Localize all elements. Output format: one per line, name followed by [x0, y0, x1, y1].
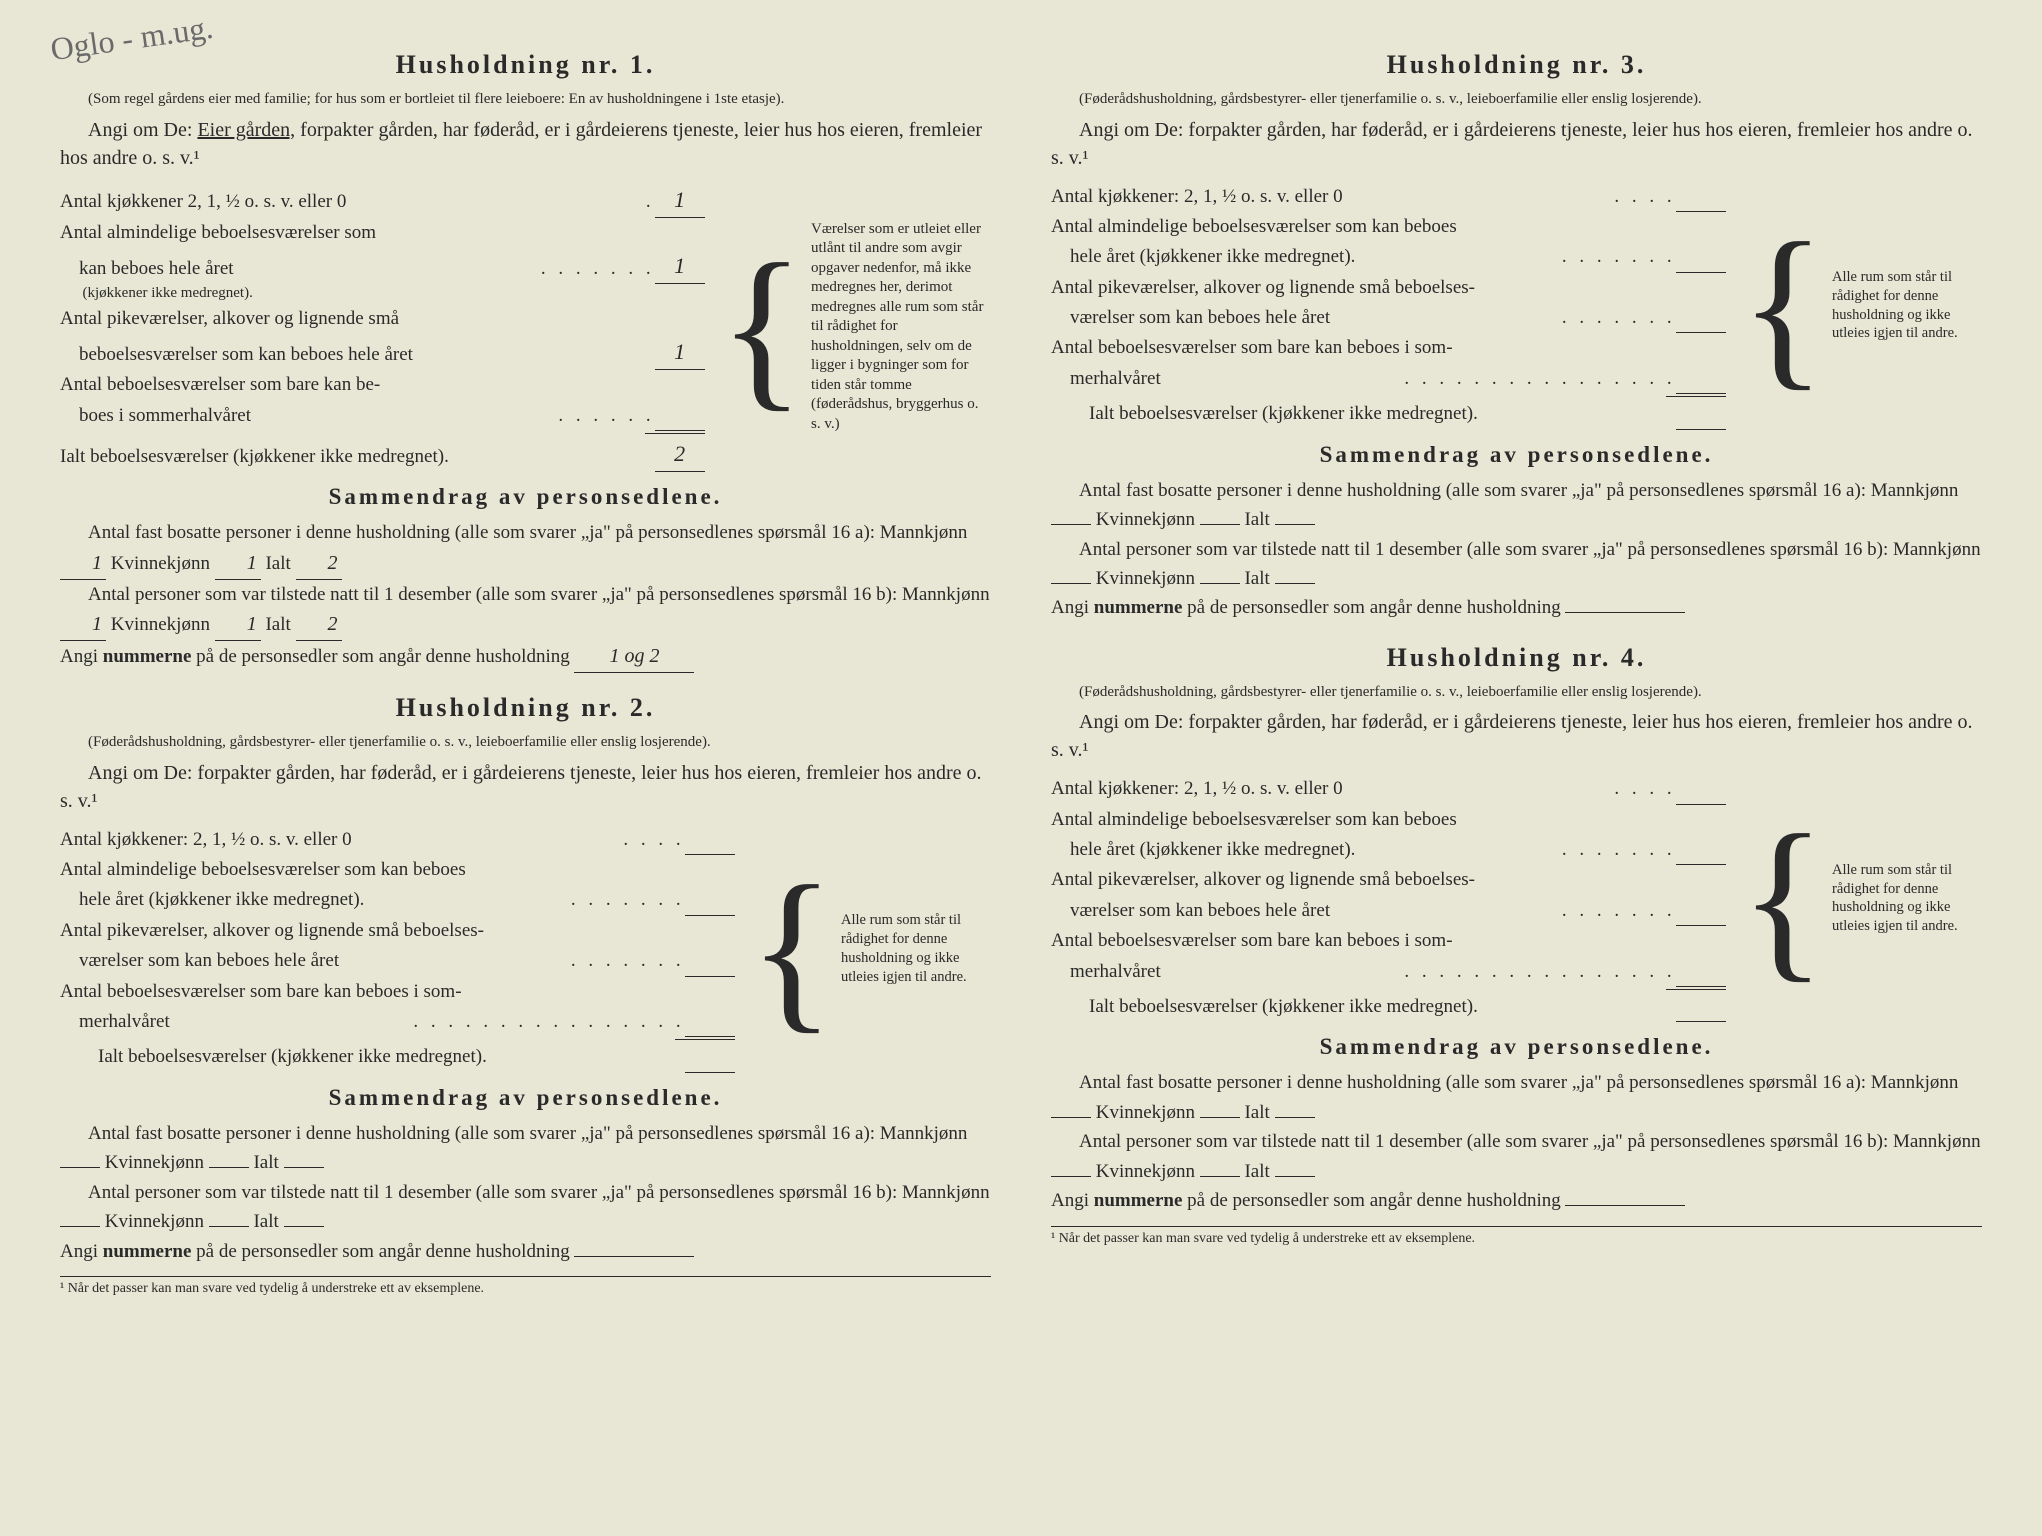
hh3-summary-title: Sammendrag av personsedlene. [1051, 442, 1982, 468]
hh2-angi: Angi om De: forpakter gården, har føderå… [60, 759, 991, 815]
hh1-total-rooms: 2 [655, 436, 705, 472]
hh2-summary-3: Angi nummerne på de personsedler som ang… [60, 1237, 991, 1266]
hh2-summary-1: Antal fast bosatte personer i denne hush… [60, 1119, 991, 1178]
hh1-sidenote: Værelser som er utleiet eller utlånt til… [811, 220, 991, 435]
hh2-summary-2: Antal personer som var tilstede natt til… [60, 1178, 991, 1237]
hh1-kitchens: 1 [655, 182, 705, 218]
hh2-sidenote: Alle rum som står til rådighet for denne… [841, 911, 991, 986]
hh3-rows: Antal kjøkkener: 2, 1, ½ o. s. v. eller … [1051, 182, 1982, 430]
hh1-summary-2: Antal personer som var tilstede natt til… [60, 580, 991, 641]
hh4-sidenote: Alle rum som står til rådighet for denne… [1832, 861, 1982, 936]
hh4-summary-2: Antal personer som var tilstede natt til… [1051, 1127, 1982, 1186]
hh1-angi: Angi om De: Eier gården, forpakter gårde… [60, 116, 991, 172]
hh1-summer-rooms [655, 430, 705, 431]
hh1-subtext: (Som regel gårdens eier med familie; for… [60, 90, 991, 110]
hh2-rows: Antal kjøkkener: 2, 1, ½ o. s. v. eller … [60, 825, 991, 1073]
household-3: Husholdning nr. 3. (Føderådshusholdning,… [1051, 50, 1982, 623]
hh3-sidenote: Alle rum som står til rådighet for denne… [1832, 268, 1982, 343]
hh4-summary-title: Sammendrag av personsedlene. [1051, 1034, 1982, 1060]
hh4-summary-1: Antal fast bosatte personer i denne hush… [1051, 1068, 1982, 1127]
hh1-summary-1: Antal fast bosatte personer i denne hush… [60, 518, 991, 579]
hh1-summary-3: Angi nummerne på de personsedler som ang… [60, 641, 991, 673]
hh2-subtext: (Føderådshusholdning, gårdsbestyrer- ell… [60, 733, 991, 753]
left-page: Husholdning nr. 1. (Som regel gårdens ei… [60, 50, 991, 1486]
household-4: Husholdning nr. 4. (Føderådshusholdning,… [1051, 643, 1982, 1247]
hh3-summary-1: Antal fast bosatte personer i denne hush… [1051, 476, 1982, 535]
hh1-rows: Antal kjøkkener 2, 1, ½ o. s. v. eller 0… [60, 182, 991, 473]
brace-icon: { [749, 825, 835, 1073]
hh3-summary-2: Antal personer som var tilstede natt til… [1051, 535, 1982, 594]
hh3-angi: Angi om De: forpakter gården, har føderå… [1051, 116, 1982, 172]
footnote-left: ¹ Når det passer kan man svare ved tydel… [60, 1276, 991, 1297]
hh4-subtext: (Føderådshusholdning, gårdsbestyrer- ell… [1051, 683, 1982, 703]
hh1-small-rooms: 1 [655, 334, 705, 370]
right-page: Husholdning nr. 3. (Føderådshusholdning,… [1051, 50, 1982, 1486]
household-1: Husholdning nr. 1. (Som regel gårdens ei… [60, 50, 991, 673]
hh4-rows: Antal kjøkkener: 2, 1, ½ o. s. v. eller … [1051, 774, 1982, 1022]
hh1-title: Husholdning nr. 1. [60, 50, 991, 80]
hh3-summary-3: Angi nummerne på de personsedler som ang… [1051, 593, 1982, 622]
household-2: Husholdning nr. 2. (Føderådshusholdning,… [60, 693, 991, 1297]
hh3-title: Husholdning nr. 3. [1051, 50, 1982, 80]
hh4-angi: Angi om De: forpakter gården, har føderå… [1051, 708, 1982, 764]
hh1-summary-title: Sammendrag av personsedlene. [60, 484, 991, 510]
footnote-right: ¹ Når det passer kan man svare ved tydel… [1051, 1226, 1982, 1247]
hh4-summary-3: Angi nummerne på de personsedler som ang… [1051, 1186, 1982, 1215]
brace-icon: { [719, 182, 805, 473]
brace-icon: { [1740, 774, 1826, 1022]
brace-icon: { [1740, 182, 1826, 430]
hh2-summary-title: Sammendrag av personsedlene. [60, 1085, 991, 1111]
hh1-rooms-year: 1 [655, 248, 705, 284]
hh2-title: Husholdning nr. 2. [60, 693, 991, 723]
hh4-title: Husholdning nr. 4. [1051, 643, 1982, 673]
hh3-subtext: (Føderådshusholdning, gårdsbestyrer- ell… [1051, 90, 1982, 110]
